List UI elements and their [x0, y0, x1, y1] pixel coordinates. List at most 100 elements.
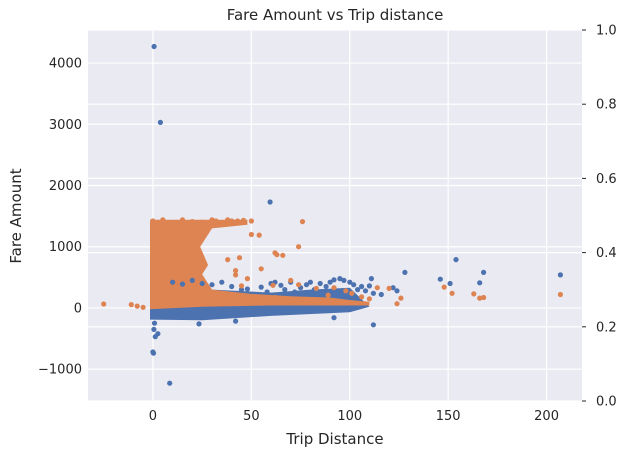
orange-point [398, 295, 404, 301]
blue-point [282, 287, 288, 293]
blue-point [370, 290, 376, 296]
blue-point [347, 279, 353, 285]
blue-point [557, 272, 564, 278]
blue-point [362, 288, 369, 294]
orange-point [313, 285, 319, 291]
y2-tick-label: 1.0 [596, 24, 617, 39]
blue-point [327, 279, 333, 285]
blue-point [359, 283, 365, 290]
blue-point [189, 277, 195, 283]
orange-point [394, 301, 400, 307]
y-tick-label: 4000 [49, 57, 82, 72]
orange-point [236, 255, 243, 261]
blue-point [390, 285, 396, 291]
orange-point [240, 217, 247, 223]
orange-point [225, 257, 231, 263]
blue-point [229, 283, 235, 290]
orange-point [189, 219, 195, 225]
orange-point [209, 217, 215, 223]
orange-point [274, 252, 280, 258]
y-tick-label: 1000 [49, 240, 82, 255]
orange-point [325, 292, 331, 298]
blue-point [238, 287, 245, 293]
blue-point [258, 284, 264, 290]
blue-point [303, 282, 310, 288]
orange-point [244, 276, 250, 282]
blue-point [331, 277, 337, 283]
orange-point [238, 283, 245, 289]
orange-point [374, 285, 380, 291]
blue-point [170, 310, 176, 316]
orange-point [248, 231, 254, 238]
orange-point [481, 294, 487, 301]
blue-point [179, 281, 186, 287]
grid-lines [88, 29, 582, 402]
orange-point [233, 268, 239, 274]
blue-point [288, 307, 294, 313]
orange-point [296, 282, 302, 288]
blue-point [481, 269, 487, 275]
blue-point [244, 286, 250, 292]
blue-point [378, 291, 384, 298]
blue-point [278, 282, 284, 288]
y-tick-label: −1000 [38, 363, 82, 378]
x-tick-label: 150 [436, 409, 461, 424]
orange-point [248, 218, 254, 224]
orange-point [349, 290, 355, 296]
orange-point [441, 284, 447, 290]
y-tick-label: 3000 [49, 118, 82, 133]
blue-point [196, 321, 202, 327]
orange-point [331, 285, 337, 291]
y-tick-label: 0 [74, 301, 82, 316]
orange-point [199, 219, 205, 225]
orange-point [233, 272, 239, 278]
blue-point [150, 350, 157, 356]
orange-point [296, 244, 302, 250]
orange-point [225, 217, 231, 223]
blue-point [170, 279, 176, 285]
orange-point [140, 304, 146, 310]
blue-point [151, 43, 157, 50]
y-axis-label: Fare Amount [7, 168, 25, 263]
orange-point [213, 218, 219, 224]
orange-point [288, 277, 294, 283]
orange-point [366, 296, 372, 302]
blue-point [151, 320, 158, 326]
x-tick-label: 100 [337, 409, 362, 424]
blue-point [158, 310, 164, 317]
chart-title: Fare Amount vs Trip distance [227, 6, 444, 24]
blue-point [355, 287, 361, 293]
orange-point [272, 294, 278, 301]
blue-point [366, 283, 372, 289]
orange-point [299, 219, 306, 225]
blue-point [331, 315, 337, 321]
blue-point [248, 309, 254, 315]
blue-point [267, 199, 273, 205]
plot-background [88, 30, 582, 401]
blue-point [219, 279, 225, 285]
x-tick-label: 200 [534, 409, 559, 424]
orange-point [170, 220, 176, 227]
y2-tick-label: 0.8 [596, 98, 617, 113]
blue-point [394, 288, 400, 294]
blue-point [233, 318, 239, 324]
orange-point [270, 282, 276, 288]
orange-point [280, 252, 286, 258]
orange-point [179, 217, 186, 223]
blue-point [317, 280, 323, 287]
blue-point [323, 283, 329, 290]
orange-point [471, 291, 477, 297]
blue-point [447, 280, 453, 287]
blue-point [209, 309, 215, 315]
orange-point [477, 295, 483, 301]
orange-point [134, 303, 140, 309]
data-points [101, 43, 564, 386]
blue-point [351, 282, 357, 288]
blue-point [307, 307, 313, 313]
orange-point [256, 232, 262, 238]
blue-point [370, 322, 376, 328]
blue-point [150, 312, 156, 318]
orange-point [235, 218, 241, 224]
blue-point [341, 277, 347, 283]
